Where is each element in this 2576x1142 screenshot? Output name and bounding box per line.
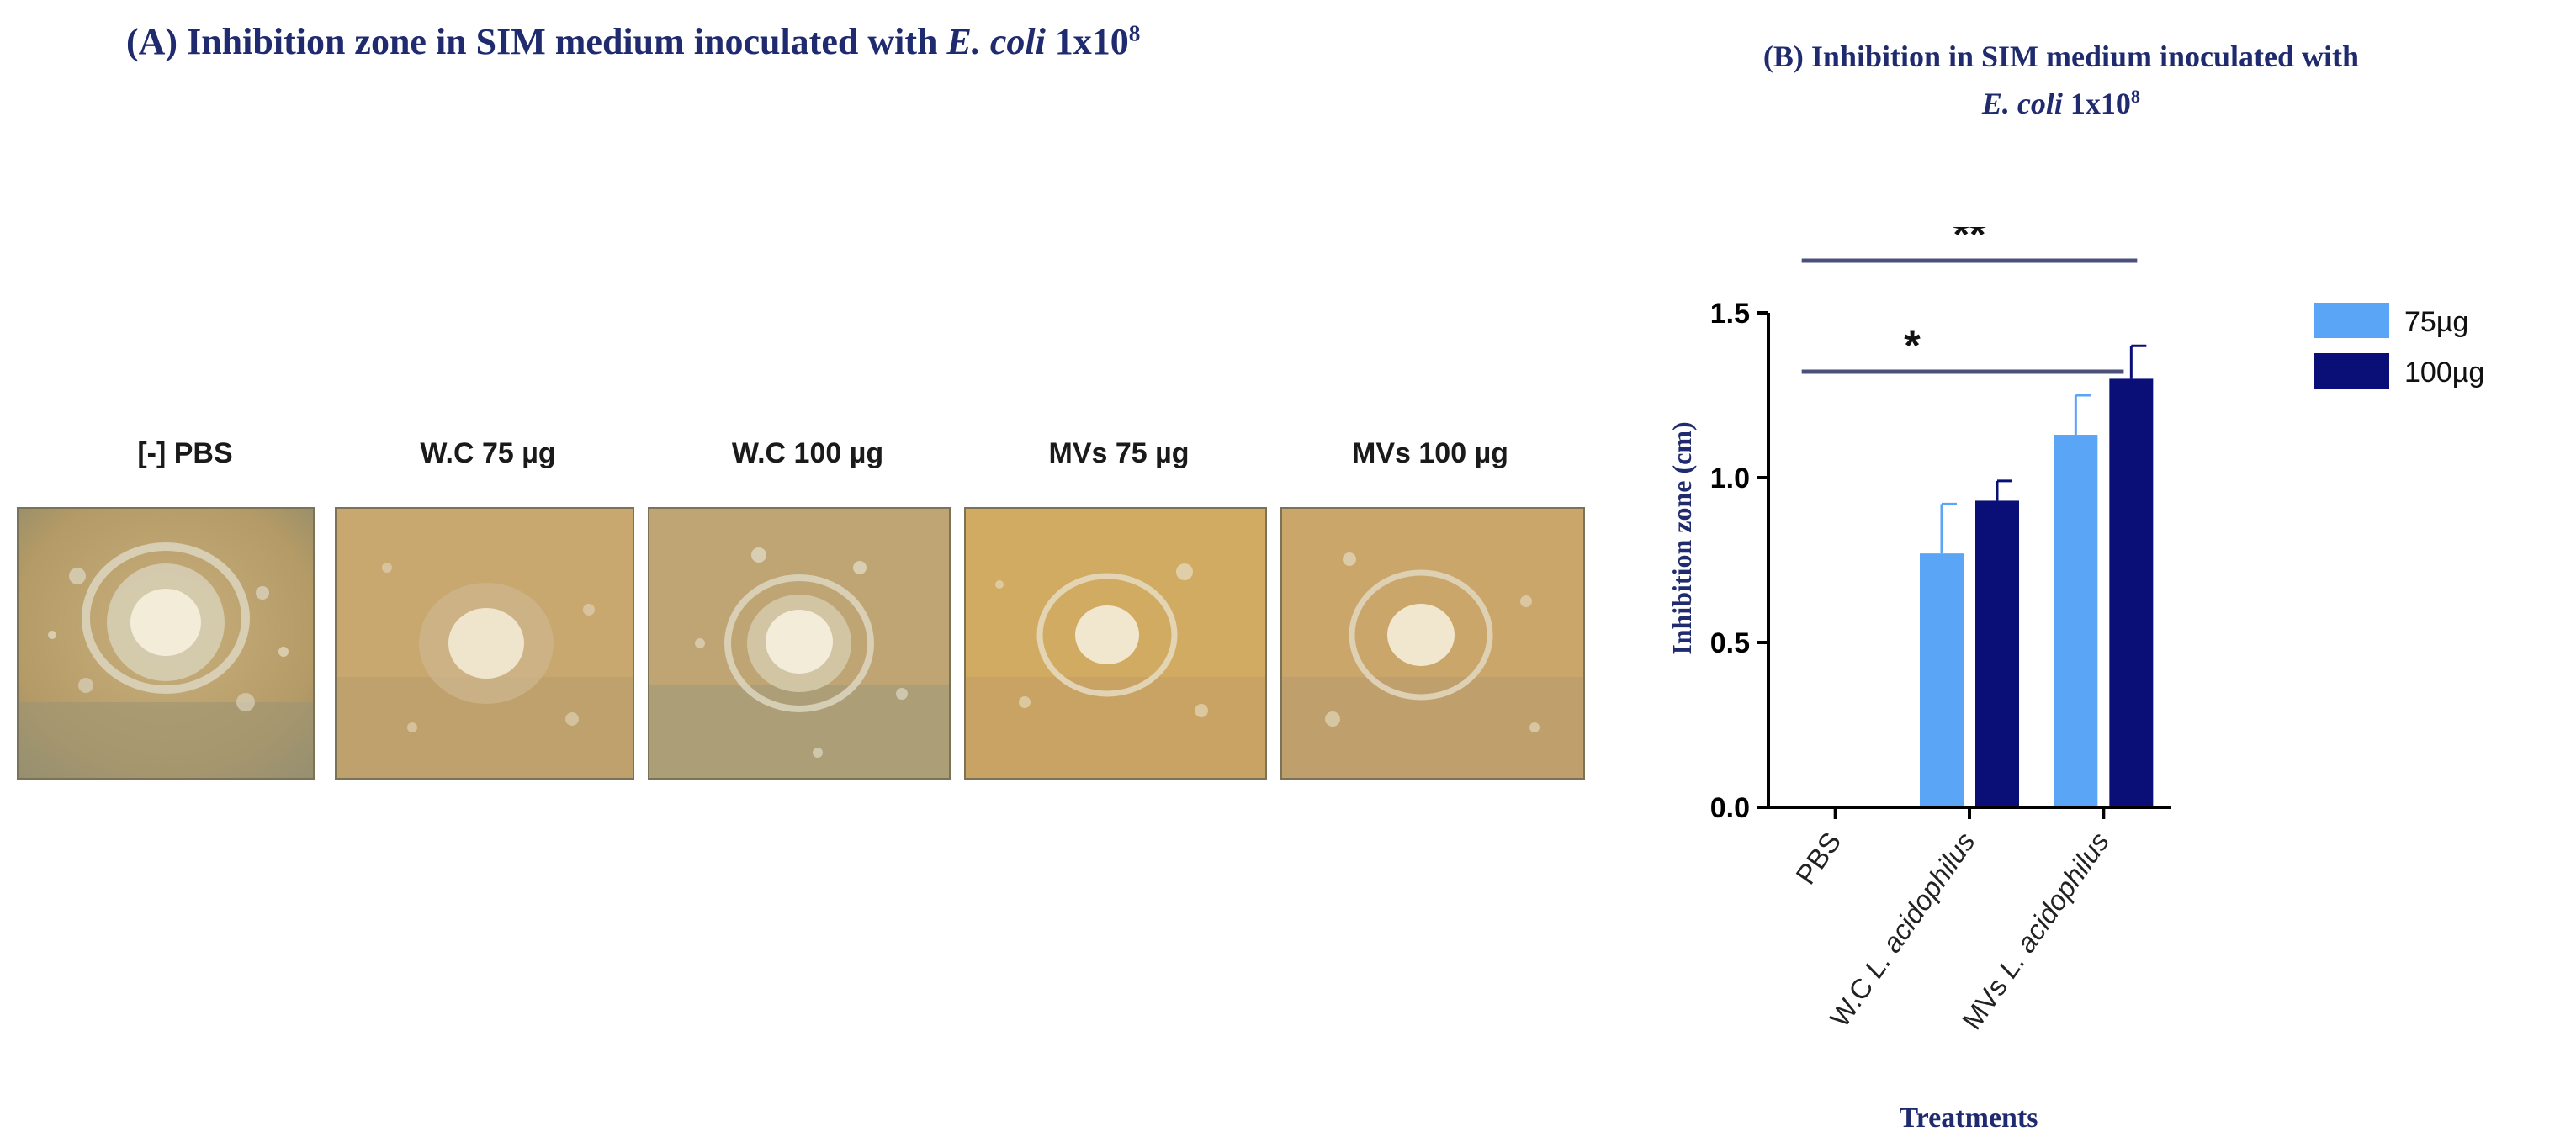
y-tick-label: 1.5: [1710, 298, 1750, 330]
bar-100µg: [1975, 500, 2019, 807]
x-tick-label: MVs L. acidophilus: [1956, 827, 2115, 1035]
significance-label: *: [1904, 322, 1921, 369]
bar-100µg: [2109, 378, 2154, 807]
panel-b-title-exp: 8: [2130, 85, 2141, 107]
panel-b-title-species: E. coli: [1981, 86, 2063, 120]
legend-label: 100µg: [2404, 357, 2484, 389]
panel-a-title: (A) Inhibition zone in SIM medium inocul…: [126, 20, 1556, 63]
plate-photo-wc-100: [648, 507, 951, 780]
panel-b-title-line1: (B) Inhibition in SIM medium inoculated …: [1762, 40, 2360, 73]
panel-a-title-prefix: (A) Inhibition zone in SIM medium inocul…: [126, 21, 938, 62]
plate-label-pbs: [-] PBS: [137, 437, 233, 469]
legend-swatch: [2314, 353, 2389, 389]
panel-b-title: (B) Inhibition in SIM medium inoculated …: [1598, 34, 2524, 128]
bar-75µg: [2054, 435, 2098, 807]
plate-photo-wc-75: [335, 507, 634, 780]
plate-label-wc-75: W.C 75 µg: [420, 437, 556, 469]
plate-photo-mvs-100: [1280, 507, 1585, 780]
y-axis-label: Inhibition zone (cm): [1667, 421, 1697, 654]
panel-b-title-line2: E. coli 1x108: [1598, 81, 2524, 128]
plate-photo-pbs: [17, 507, 315, 780]
x-tick-label: W.C L. acidophilus: [1824, 827, 1981, 1033]
panel-a-title-exp: 8: [1128, 20, 1141, 46]
plate-label-mvs-75: MVs 75 µg: [1048, 437, 1190, 469]
panel-a-title-conc: 1x10: [1054, 21, 1129, 62]
panel-a-title-species: E. coli: [946, 21, 1046, 62]
legend-swatch: [2314, 303, 2389, 338]
y-tick-label: 0.0: [1710, 792, 1750, 824]
x-tick-label: PBS: [1789, 827, 1847, 890]
plate-label-wc-100: W.C 100 µg: [731, 437, 884, 469]
bar-75µg: [1920, 553, 1964, 807]
plate-label-mvs-100: MVs 100 µg: [1352, 437, 1508, 469]
x-axis-label: Treatments: [1900, 1102, 2038, 1134]
panel-b-title-conc: 1x10: [2070, 86, 2131, 120]
plate-photo-mvs-75: [964, 507, 1267, 780]
y-tick-label: 0.5: [1710, 627, 1750, 659]
significance-label: **: [1953, 227, 1986, 258]
y-tick-label: 1.0: [1710, 463, 1750, 494]
legend-label: 75µg: [2404, 306, 2468, 338]
